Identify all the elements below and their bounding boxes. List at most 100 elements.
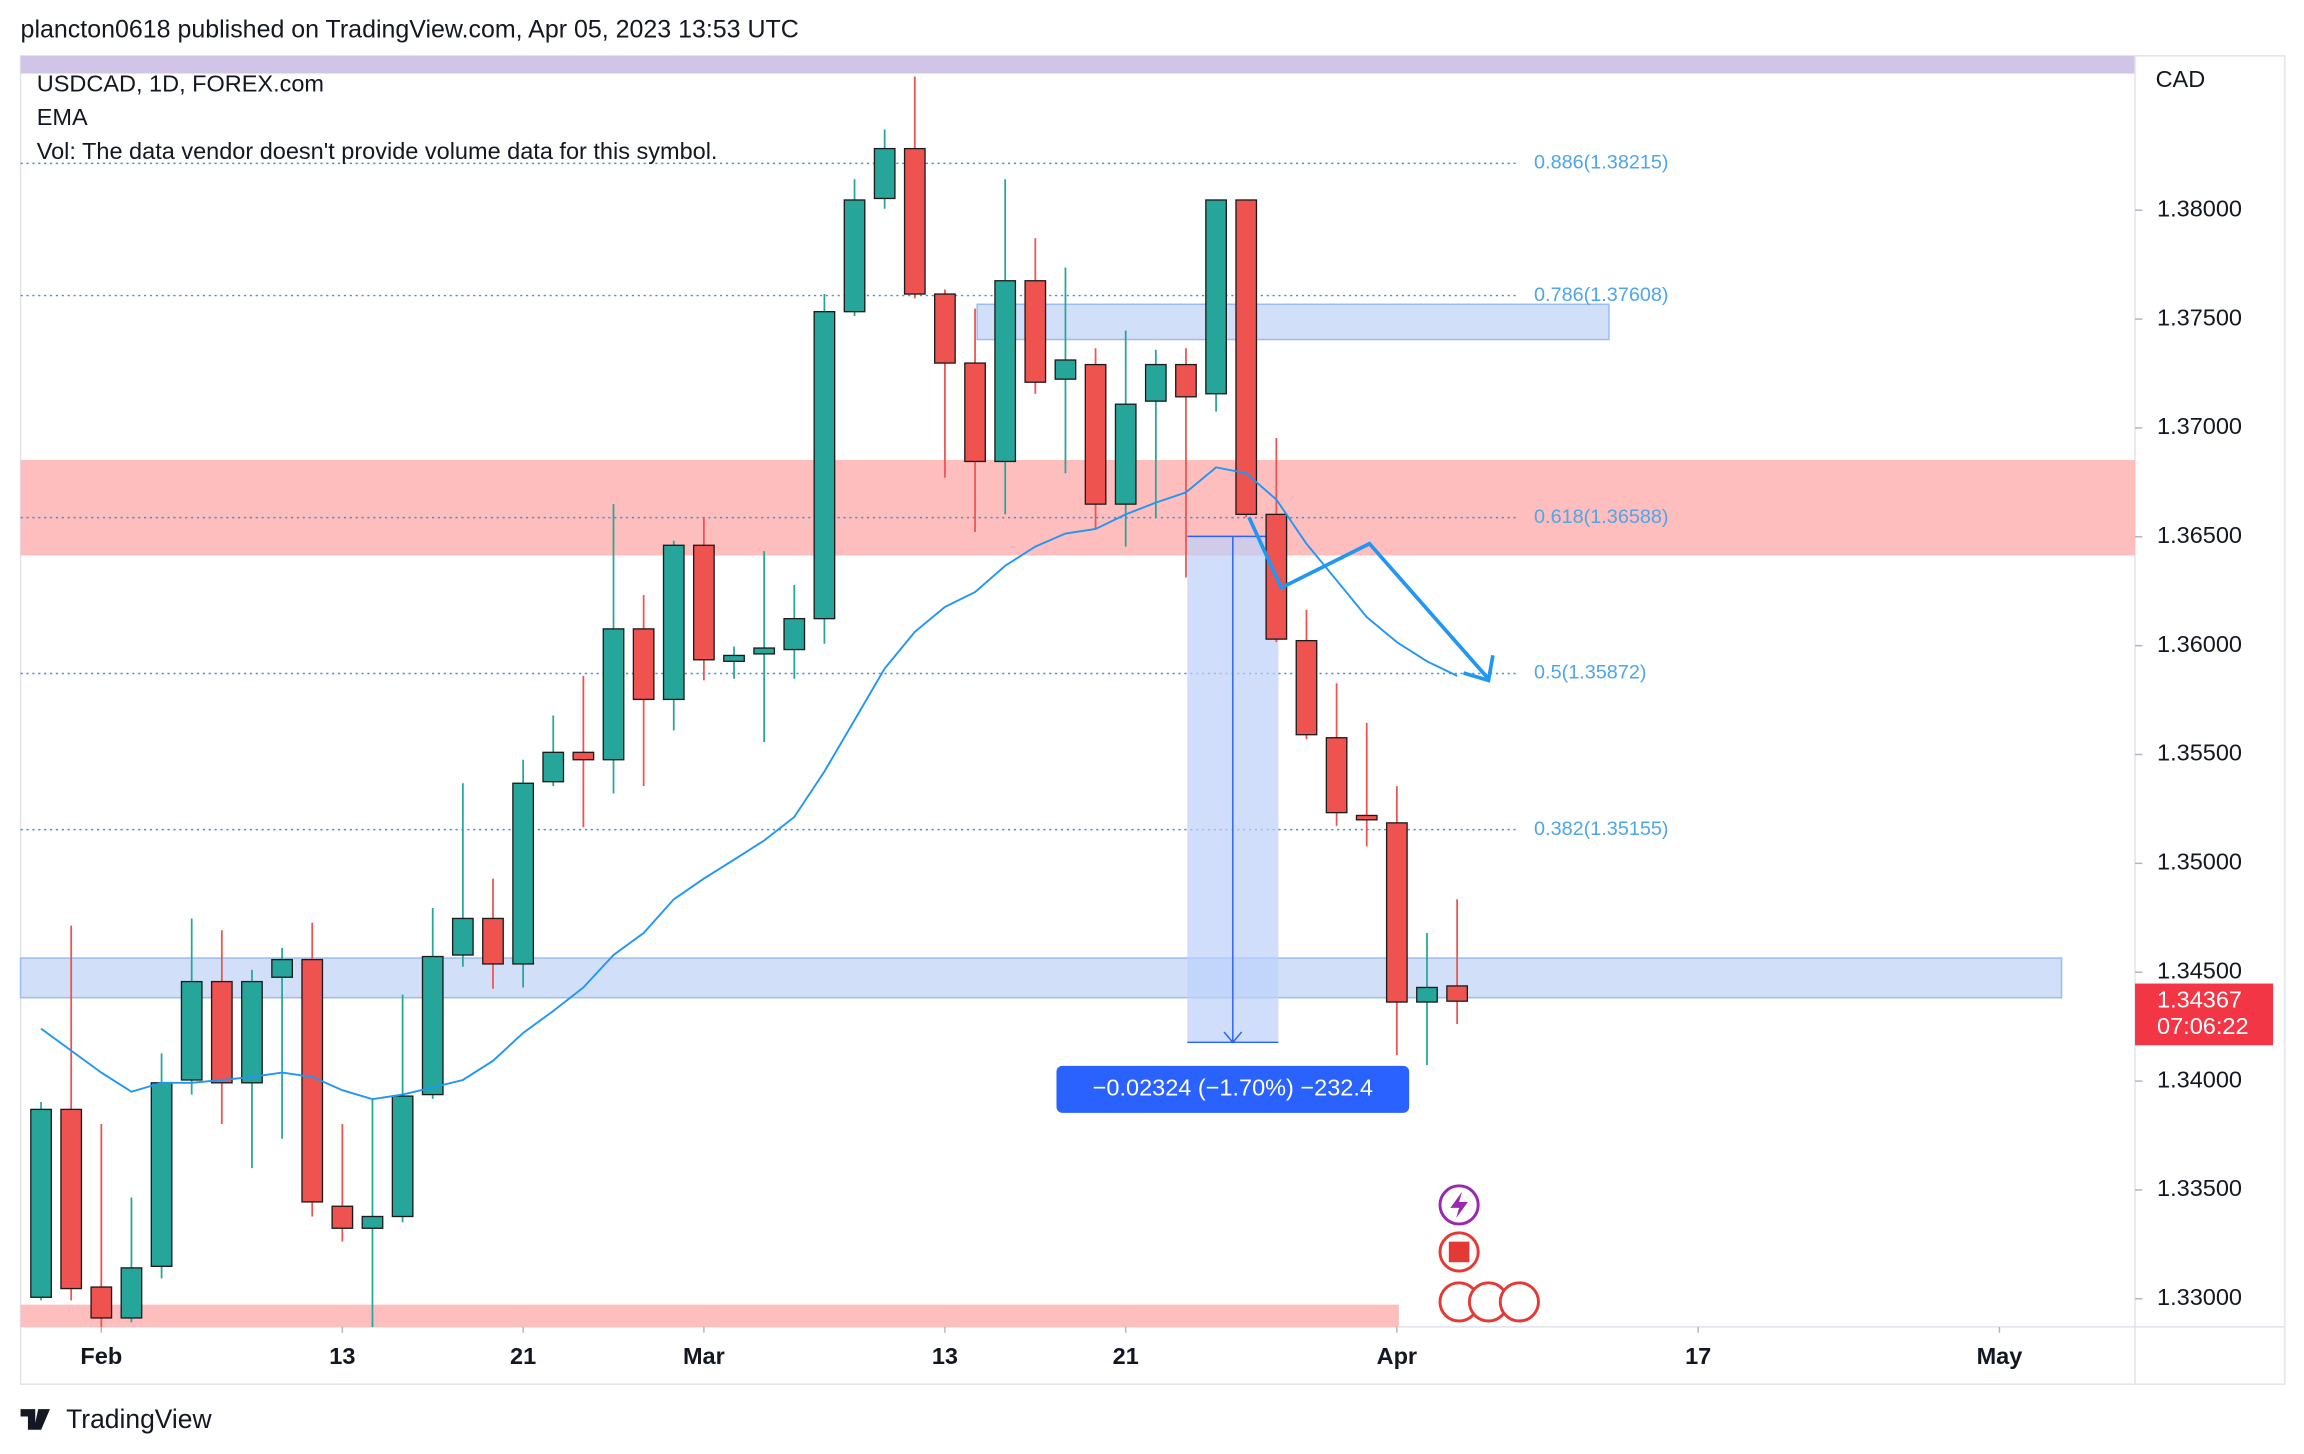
fib-label: 0.382(1.35155) — [1534, 818, 1668, 840]
candle-body — [753, 647, 776, 655]
measure-arrow-head — [1223, 1031, 1243, 1044]
y-tick-label: 1.37000 — [2157, 413, 2242, 439]
y-tick-label: 1.35500 — [2157, 740, 2242, 766]
candle-body — [1385, 822, 1408, 1003]
candle-body — [120, 1267, 143, 1319]
candle-body — [1205, 199, 1227, 395]
event-icon-bolt — [1450, 1191, 1468, 1219]
x-tick-label: 21 — [1113, 1343, 1139, 1369]
x-tick-label: Apr — [1377, 1343, 1417, 1369]
candle-body — [1355, 814, 1378, 821]
y-tick-label: 1.34500 — [2157, 957, 2242, 983]
drawn-arrow — [1247, 516, 1490, 681]
candle-body — [723, 654, 745, 662]
candle-body — [813, 311, 836, 620]
fib-label: 0.886(1.38215) — [1534, 152, 1668, 174]
flag-icon — [1498, 1281, 1540, 1323]
x-tick-label: 21 — [510, 1343, 536, 1369]
candle-body — [934, 293, 956, 364]
candle-body — [451, 917, 474, 956]
candle-body — [1054, 359, 1077, 380]
candle-body — [150, 1082, 173, 1268]
chart-border — [19, 55, 2286, 1385]
brand-logo — [20, 1409, 50, 1430]
y-tick-label: 1.36500 — [2157, 522, 2242, 548]
brand: TradingView — [66, 1404, 212, 1434]
candle-body — [964, 362, 986, 463]
candle-body — [873, 147, 896, 200]
zone — [20, 459, 2136, 556]
y-tick-label: 1.34000 — [2157, 1066, 2242, 1092]
zone — [19, 957, 2063, 999]
candle-body — [421, 955, 444, 1096]
last-price: 1.34367 — [2157, 986, 2242, 1012]
candle-body — [632, 628, 655, 701]
candle-body — [1325, 737, 1348, 814]
y-tick-label: 1.37500 — [2157, 304, 2242, 330]
candle-body — [210, 980, 233, 1084]
candle-body — [542, 751, 565, 783]
candle-body — [994, 280, 1017, 463]
top-band — [20, 55, 2136, 74]
candle-body — [60, 1108, 83, 1290]
y-tick-label: 1.38000 — [2157, 195, 2242, 221]
x-tick-label: Feb — [80, 1343, 122, 1369]
candle-body — [1084, 363, 1107, 505]
y-tick-label: 1.33500 — [2157, 1175, 2242, 1201]
fib-label: 0.5(1.35872) — [1534, 662, 1646, 684]
currency-label: CAD — [2156, 66, 2206, 92]
zone — [20, 1304, 1399, 1327]
countdown: 07:06:22 — [2157, 1013, 2248, 1039]
candle-body — [90, 1286, 113, 1319]
candle-body — [843, 199, 866, 313]
arrow-head — [1462, 655, 1495, 683]
candle-body — [331, 1205, 354, 1229]
y-tick-label: 1.35000 — [2157, 849, 2242, 875]
candle-body — [391, 1095, 414, 1218]
x-tick-label: 13 — [329, 1343, 355, 1369]
legend-volume: Vol: The data vendor doesn't provide vol… — [37, 138, 718, 164]
candle-body — [361, 1215, 384, 1229]
candle-body — [783, 617, 806, 651]
candle-body — [1114, 403, 1137, 505]
candle-body — [271, 958, 293, 978]
legend-symbol: USDCAD, 1D, FOREX.com — [37, 70, 324, 96]
ema-line — [40, 466, 1458, 1101]
x-tick-label: 13 — [932, 1343, 958, 1369]
candle-body — [692, 544, 715, 661]
candle-body — [1446, 985, 1469, 1002]
x-tick-label: 17 — [1685, 1343, 1711, 1369]
candle-body — [1144, 363, 1167, 402]
candle-body — [30, 1108, 52, 1298]
candle-body — [241, 980, 263, 1084]
plot: 0.886(1.38215) 0.786(1.37608) 0.618(1.3658… — [19, 76, 2136, 1328]
candle-body — [1235, 199, 1258, 516]
x-tick-label: Mar — [683, 1343, 725, 1369]
candle-body — [1175, 363, 1197, 398]
candle-body — [1295, 639, 1318, 736]
candle-body — [662, 544, 685, 701]
candle-body — [903, 147, 926, 295]
y-tick-label: 1.36000 — [2157, 631, 2242, 657]
overlay — [1247, 516, 1540, 1323]
header: plancton0618 published on TradingView.co… — [21, 15, 799, 43]
zone — [976, 303, 1610, 341]
candle-body — [482, 917, 504, 965]
candle-body — [572, 751, 595, 761]
x-tick-label: May — [1977, 1343, 2023, 1369]
measure-label-bg — [1056, 1065, 1410, 1113]
candle-body — [180, 980, 203, 1081]
last-price-box — [2135, 983, 2274, 1046]
candle-body — [602, 628, 625, 761]
fib-label: 0.786(1.37608) — [1534, 284, 1668, 306]
candle-body — [1024, 280, 1047, 383]
candle-body — [1416, 986, 1438, 1003]
flag-icon-fill — [1448, 1241, 1470, 1263]
y-tick-label: 1.33000 — [2157, 1284, 2242, 1310]
fib-label: 0.618(1.36588) — [1534, 506, 1668, 528]
legend-ema: EMA — [37, 104, 88, 130]
measure-label: −0.02324 (−1.70%) −232.4 — [1093, 1075, 1373, 1101]
candle-body — [512, 782, 535, 965]
